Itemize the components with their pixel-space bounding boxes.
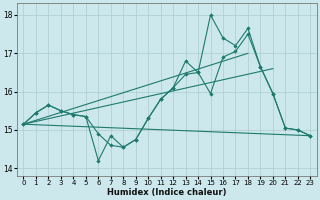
X-axis label: Humidex (Indice chaleur): Humidex (Indice chaleur) — [107, 188, 227, 197]
